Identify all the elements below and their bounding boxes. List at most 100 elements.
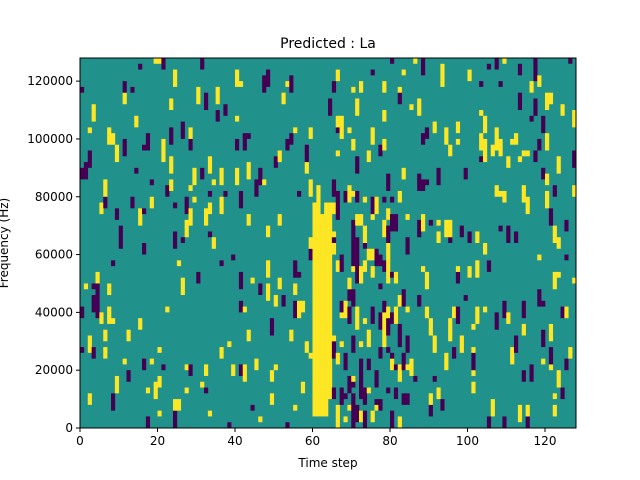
heatmap-cell-low [537,289,542,307]
heatmap-cell-low [548,208,554,226]
heatmap-cell-high [386,306,391,319]
heatmap-cell-low [370,69,375,76]
heatmap-cell-high [382,138,387,151]
heatmap-cell-low [463,295,468,301]
heatmap-cell-low [541,300,546,307]
heatmap-cell-high [405,214,410,220]
heatmap-cell-low [390,214,395,232]
heatmap-cell-low [386,387,391,394]
heatmap-cell-low [289,133,294,145]
heatmap-cell-high [525,404,530,417]
heatmap-cell-high [316,185,321,417]
heatmap-cell-low [80,86,85,93]
heatmap-cell-high [343,416,348,423]
heatmap-cell-high [254,358,259,371]
heatmap-cell-high [351,190,356,197]
heatmap-cell-low [339,254,344,272]
heatmap-cell-low [537,138,542,151]
heatmap-cell-high [169,156,174,174]
heatmap-cell-high [455,121,461,134]
heatmap-cell-low [95,283,100,319]
x-tick-label: 100 [456,434,479,448]
heatmap-cell-low [304,144,309,163]
heatmap-cell-low [362,410,368,428]
heatmap-cell-low [448,237,453,243]
heatmap-cell-high [153,58,158,64]
heatmap-cell-high [370,127,375,145]
heatmap-cell-low [502,300,507,319]
heatmap-cell-high [107,306,112,324]
heatmap-cell-low [142,208,147,215]
y-tick-label: 40000 [35,305,73,319]
heatmap-cell-high [355,98,360,116]
heatmap-cell-high [471,370,476,376]
heatmap-cell-low [118,225,123,249]
heatmap-cell-low [238,190,244,209]
heatmap-cell-low [258,167,263,186]
heatmap-cell-low [564,254,569,261]
heatmap-cell-high [556,156,561,174]
heatmap-cell-low [335,127,340,134]
heatmap-cell-low [502,416,507,428]
heatmap-cell-low [169,127,174,145]
heatmap-cell-low [254,179,259,197]
heatmap-cell-high [572,110,577,128]
heatmap-cell-low [417,173,422,191]
heatmap-cell-low [297,190,302,197]
heatmap-cell-low [370,306,375,324]
heatmap-cell-low [328,98,333,116]
heatmap-cell-high [471,323,476,330]
heatmap-cell-high [347,404,352,411]
heatmap-cell-high [517,404,523,423]
heatmap-cell-high [556,237,561,249]
heatmap-cell-low [366,358,371,371]
heatmap-cell-low [386,225,391,243]
heatmap-cell-low [339,387,344,405]
heatmap-cell-high [510,347,515,365]
heatmap-cell-low [331,179,337,197]
heatmap-cell-low [560,306,565,319]
heatmap-cell-high [444,219,449,238]
heatmap-cell-high [277,150,282,163]
heatmap-cell-high [114,144,120,163]
heatmap-cell-high [355,214,360,226]
heatmap-cell-high [308,179,313,197]
heatmap-cell-low [266,69,271,87]
y-tick-label: 80000 [35,190,73,204]
heatmap-cell-high [428,393,433,405]
heatmap-cell-low [242,133,247,151]
heatmap-cell-high [335,115,340,128]
heatmap-cell-low [514,231,519,243]
heatmap-cell-high [149,358,154,365]
heatmap-cell-low [297,271,302,278]
heatmap-cell-high [184,387,189,394]
heatmap-cell-high [444,127,449,145]
heatmap-cell-low [335,190,340,220]
heatmap-cell-high [537,254,542,261]
x-tick-label: 0 [76,434,84,448]
heatmap-cell-low [114,208,120,220]
heatmap-cell-low [393,364,399,371]
heatmap-cell-high [572,277,577,284]
heatmap-cell-low [541,329,546,348]
heatmap-cell-high [397,364,402,382]
heatmap-cell-high [180,277,185,296]
heatmap-cell-high [281,92,286,105]
heatmap-cell-high [397,295,402,307]
heatmap-cell-high [432,335,437,353]
heatmap-cell-low [401,393,406,405]
heatmap-cell-low [161,58,166,70]
heatmap-cell-low [293,300,298,319]
heatmap-cell-high [266,260,271,278]
heatmap-cell-low [405,335,410,353]
heatmap-cell-high [494,185,499,197]
heatmap-cell-high [238,81,244,87]
heatmap-cell-low [142,358,147,371]
heatmap-cell-low [572,150,577,168]
heatmap-cell-high [188,185,193,191]
heatmap-cell-low [238,271,244,290]
heatmap-cell-low [351,393,356,428]
heatmap-cell-high [347,127,352,134]
heatmap-cell-high [211,179,216,186]
heatmap-cell-high [362,225,368,243]
